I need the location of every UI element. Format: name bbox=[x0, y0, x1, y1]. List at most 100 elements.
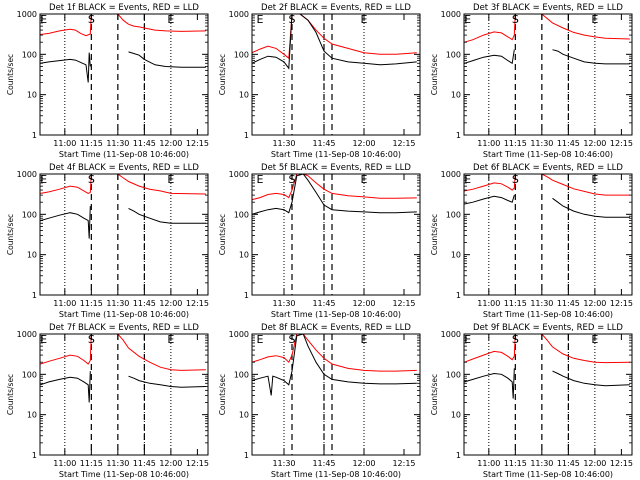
start-marker-s: S bbox=[512, 13, 519, 26]
x-tick-label: 12:15 bbox=[610, 299, 633, 308]
y-tick-label: 1000 bbox=[17, 10, 37, 19]
panel-det-6: Det 6f BLACK = Events, RED = LLD 1 10 100 10… bbox=[430, 163, 633, 319]
y-axis-label: Counts/sec bbox=[430, 374, 439, 415]
series-red-lld bbox=[40, 14, 206, 37]
y-tick-label: 100 bbox=[234, 370, 249, 379]
y-tick-label: 100 bbox=[234, 50, 249, 59]
series-red-lld bbox=[464, 174, 630, 196]
y-axis-label: Counts/sec bbox=[430, 214, 439, 255]
x-tick-label: 11:45 bbox=[312, 459, 335, 468]
y-tick-label: 10 bbox=[27, 91, 37, 100]
y-tick-label: 100 bbox=[446, 370, 461, 379]
x-tick-label: 11:45 bbox=[133, 139, 156, 148]
plot-frame bbox=[39, 13, 209, 136]
x-tick-label: 11:45 bbox=[557, 139, 580, 148]
x-axis-label: Start Time (11-Sep-08 10:46:00) bbox=[483, 310, 613, 319]
end-marker-e: E bbox=[361, 13, 368, 26]
panel-title: Det 6f BLACK = Events, RED = LLD bbox=[473, 163, 623, 173]
series-black-events bbox=[464, 368, 630, 399]
series-black-events bbox=[40, 206, 206, 239]
x-tick-label: 11:45 bbox=[133, 299, 156, 308]
plot-frame bbox=[251, 173, 421, 296]
y-tick-label: 100 bbox=[22, 370, 37, 379]
y-tick-label: 1000 bbox=[441, 170, 461, 179]
x-tick-label: 12:00 bbox=[159, 299, 182, 308]
x-tick-label: 12:15 bbox=[186, 139, 209, 148]
x-tick-label: 11:30 bbox=[272, 299, 295, 308]
end-marker-e: E bbox=[257, 333, 264, 346]
y-tick-label: 100 bbox=[446, 210, 461, 219]
end-marker-e: E bbox=[361, 173, 368, 186]
panel-det-2: Det 2f BLACK = Events, RED = LLD 1 10 100 10… bbox=[218, 3, 421, 159]
x-axis-label: Start Time (11-Sep-08 10:46:00) bbox=[59, 150, 189, 159]
x-tick-label: 12:00 bbox=[159, 459, 182, 468]
plot-frame bbox=[39, 333, 209, 456]
plot-frame bbox=[463, 333, 633, 456]
series-red-lld bbox=[464, 334, 630, 364]
y-tick-label: 10 bbox=[27, 411, 37, 420]
start-marker-s: S bbox=[289, 13, 296, 26]
panel-title: Det 3f BLACK = Events, RED = LLD bbox=[473, 3, 623, 13]
panel-title: Det 9f BLACK = Events, RED = LLD bbox=[473, 323, 623, 333]
plot-frame bbox=[39, 173, 209, 296]
x-tick-label: 11:15 bbox=[80, 299, 103, 308]
end-marker-e: E bbox=[591, 333, 598, 346]
end-marker-e: E bbox=[40, 173, 47, 186]
x-tick-label: 12:00 bbox=[583, 139, 606, 148]
x-tick-label: 12:00 bbox=[352, 299, 375, 308]
series-black-events bbox=[40, 371, 206, 403]
panel-det-8: Det 8f BLACK = Events, RED = LLD 1 10 100 10… bbox=[218, 323, 421, 479]
y-tick-label: 1000 bbox=[17, 330, 37, 339]
y-axis-label: Counts/sec bbox=[430, 54, 439, 95]
y-tick-label: 1 bbox=[244, 451, 249, 460]
end-marker-e: E bbox=[464, 333, 471, 346]
y-tick-label: 100 bbox=[234, 210, 249, 219]
x-tick-label: 12:00 bbox=[583, 459, 606, 468]
series-black-events bbox=[252, 334, 417, 396]
y-axis-label: Counts/sec bbox=[6, 374, 15, 415]
x-axis-label: Start Time (11-Sep-08 10:46:00) bbox=[59, 310, 189, 319]
y-axis-label: Counts/sec bbox=[6, 54, 15, 95]
series-red-lld bbox=[252, 334, 417, 372]
x-tick-label: 11:30 bbox=[530, 139, 553, 148]
y-tick-label: 10 bbox=[27, 251, 37, 260]
y-tick-label: 1 bbox=[244, 131, 249, 140]
end-marker-e: E bbox=[591, 173, 598, 186]
x-tick-label: 12:00 bbox=[159, 139, 182, 148]
x-tick-label: 12:15 bbox=[392, 299, 415, 308]
y-tick-label: 1000 bbox=[441, 10, 461, 19]
x-tick-label: 11:15 bbox=[504, 299, 527, 308]
start-marker-s: S bbox=[88, 13, 95, 26]
panel-title: Det 2f BLACK = Events, RED = LLD bbox=[261, 3, 411, 13]
end-marker-e: E bbox=[257, 13, 264, 26]
x-tick-label: 11:30 bbox=[530, 459, 553, 468]
x-axis-label: Start Time (11-Sep-08 10:46:00) bbox=[483, 150, 613, 159]
end-marker-e: E bbox=[591, 13, 598, 26]
x-tick-label: 11:45 bbox=[312, 139, 335, 148]
plot-frame bbox=[463, 173, 633, 296]
x-tick-label: 12:15 bbox=[186, 299, 209, 308]
x-axis-label: Start Time (11-Sep-08 10:46:00) bbox=[271, 470, 401, 479]
y-axis-label: Counts/sec bbox=[218, 54, 227, 95]
panel-det-5: Det 5f BLACK = Events, RED = LLD 1 10 100 10… bbox=[218, 163, 421, 319]
x-tick-label: 11:00 bbox=[477, 139, 500, 148]
plot-frame bbox=[463, 13, 633, 136]
y-tick-label: 1000 bbox=[229, 10, 249, 19]
x-tick-label: 12:15 bbox=[610, 139, 633, 148]
y-tick-label: 100 bbox=[22, 210, 37, 219]
x-tick-label: 11:30 bbox=[106, 459, 129, 468]
panel-det-4: Det 4f BLACK = Events, RED = LLD 1 10 100 10… bbox=[6, 163, 209, 319]
start-marker-s: S bbox=[88, 333, 95, 346]
series-red-lld bbox=[40, 334, 206, 371]
series-red-lld bbox=[464, 14, 630, 43]
series-red-lld bbox=[40, 174, 206, 195]
y-axis-label: Counts/sec bbox=[218, 214, 227, 255]
y-tick-label: 1000 bbox=[229, 170, 249, 179]
y-tick-label: 1 bbox=[456, 451, 461, 460]
series-black-events bbox=[252, 174, 417, 215]
end-marker-e: E bbox=[361, 333, 368, 346]
y-axis-label: Counts/sec bbox=[6, 214, 15, 255]
x-tick-label: 12:15 bbox=[392, 139, 415, 148]
x-tick-label: 12:00 bbox=[583, 299, 606, 308]
